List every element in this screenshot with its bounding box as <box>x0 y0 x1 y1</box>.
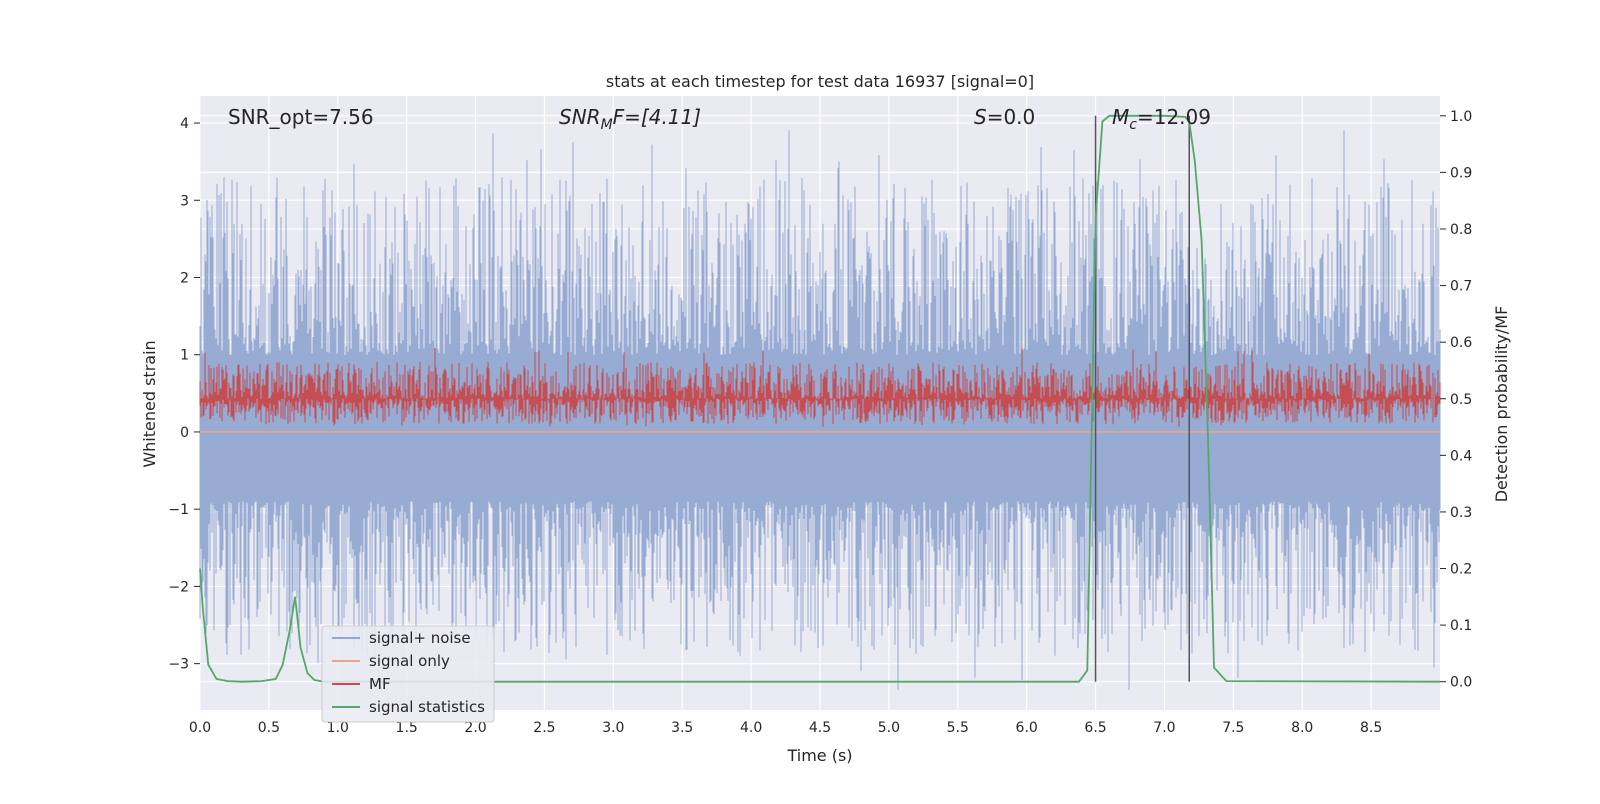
y-tick-label-left: 3 <box>180 193 189 209</box>
y-tick-label-left: −3 <box>168 657 189 673</box>
axis-ticks: 0.0 0.5 1.0 1.5 2.0 2.5 3.0 3.5 4.0 4.5 5.0 5.5 6.0 6… <box>168 109 1472 736</box>
y-tick-label-right: 0.6 <box>1450 335 1472 351</box>
x-tick-label: 5.0 <box>878 720 900 736</box>
mf-series <box>199 348 1441 427</box>
x-tick-label: 2.5 <box>533 720 555 736</box>
y-tick-label-left: 0 <box>180 425 189 441</box>
y-tick-label-right: 0.2 <box>1450 562 1472 578</box>
x-tick-label: 1.0 <box>327 720 349 736</box>
mc-subscript: c <box>1129 117 1137 133</box>
mc-value: =12.09 <box>1137 105 1211 129</box>
x-tick-label: 0.0 <box>189 720 211 736</box>
snr-mf-value: F=[4.11] <box>613 105 701 129</box>
annotation-mc: Mc=12.09 <box>1112 105 1211 133</box>
x-tick-label: 5.5 <box>947 720 969 736</box>
x-tick-label: 0.5 <box>258 720 280 736</box>
x-tick-label: 6.5 <box>1084 720 1106 736</box>
y-tick-label-right: 0.4 <box>1450 448 1472 464</box>
s-value: =0.0 <box>987 105 1036 129</box>
y-tick-label-right: 0.1 <box>1450 618 1472 634</box>
x-tick-label: 6.0 <box>1016 720 1038 736</box>
legend-box <box>321 625 495 723</box>
x-tick-label: 8.5 <box>1360 720 1382 736</box>
x-tick-label: 3.5 <box>671 720 693 736</box>
x-tick-label: 2.0 <box>464 720 486 736</box>
annotation-s: S=0.0 <box>974 105 1035 129</box>
annotation-snr-mf: SNRMF=[4.11] <box>559 105 701 133</box>
y-axis-label-right: Detection probability/MF <box>1492 306 1511 503</box>
legend: signal+ noise signal only MF signal stat… <box>321 625 495 723</box>
x-axis-label: Time (s) <box>786 746 852 765</box>
x-tick-label: 7.5 <box>1222 720 1244 736</box>
y-tick-label-left: 1 <box>180 348 189 364</box>
y-tick-label-right: 0.0 <box>1450 675 1472 691</box>
legend-label-signal-only: signal only <box>369 652 450 670</box>
x-tick-label: 4.5 <box>809 720 831 736</box>
annotation-snr-opt: SNR_opt=7.56 <box>228 105 374 129</box>
chart-title: stats at each timestep for test data 169… <box>606 72 1034 91</box>
x-tick-label: 4.0 <box>740 720 762 736</box>
y-tick-label-left: −2 <box>168 579 189 595</box>
y-tick-label-right: 0.8 <box>1450 222 1472 238</box>
y-tick-label-right: 0.3 <box>1450 505 1472 521</box>
y-tick-label-left: −1 <box>168 502 189 518</box>
top-margin <box>0 0 1600 96</box>
y-tick-label-left: 2 <box>180 270 189 286</box>
s-symbol: S <box>974 105 987 129</box>
x-tick-label: 3.0 <box>602 720 624 736</box>
mf-trace <box>199 348 1441 427</box>
x-tick-label: 8.0 <box>1291 720 1313 736</box>
legend-label-signal-statistics: signal statistics <box>369 698 485 716</box>
y-axis-label-left: Whitened strain <box>140 340 159 467</box>
y-tick-label-right: 0.5 <box>1450 392 1472 408</box>
y-tick-label-right: 0.9 <box>1450 165 1472 181</box>
y-tick-label-right: 1.0 <box>1450 109 1472 125</box>
snr-mf-subscript: M <box>601 117 613 133</box>
x-tick-label: 1.5 <box>396 720 418 736</box>
legend-label-mf: MF <box>369 675 391 693</box>
y-tick-label-right: 0.7 <box>1450 279 1472 295</box>
mc-symbol: M <box>1112 105 1129 129</box>
snr-mf-symbol: SNR <box>559 105 601 129</box>
x-tick-label: 7.0 <box>1153 720 1175 736</box>
legend-label-signal-noise: signal+ noise <box>369 629 471 647</box>
y-tick-label-left: 4 <box>180 116 189 132</box>
